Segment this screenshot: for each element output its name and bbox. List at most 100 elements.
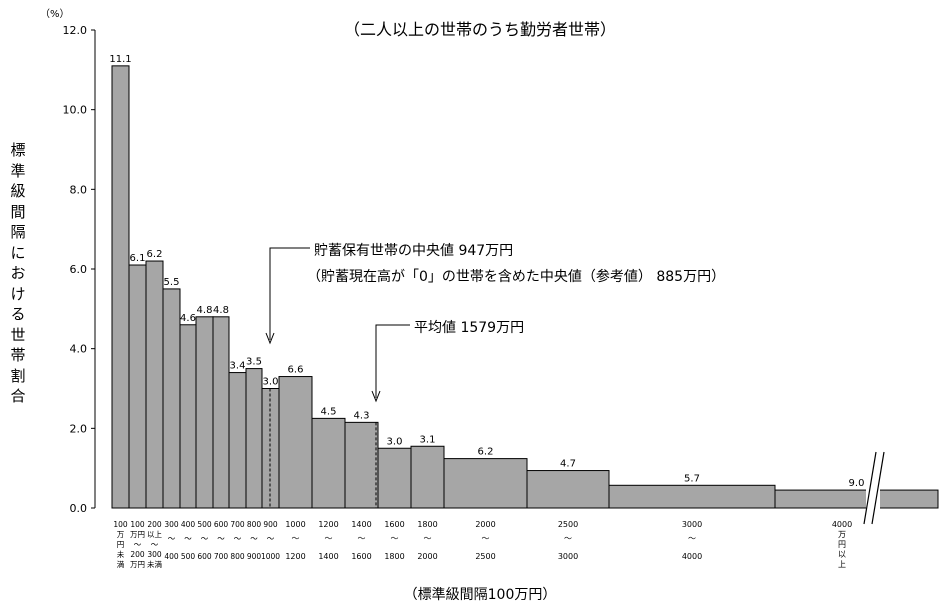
bar-value-label: 4.6 [180, 313, 196, 324]
x-tick-label: 300 [147, 550, 162, 559]
chart-title: （二人以上の世帯のうち勤労者世帯） [343, 20, 616, 39]
x-tick-label: 万円 [130, 560, 145, 569]
x-tick-label: 100 [113, 520, 128, 529]
x-tick-label: 万 [117, 530, 125, 539]
x-tick-label: ～ [234, 534, 242, 543]
x-tick-label: 4000 [832, 520, 852, 529]
bar [245, 368, 263, 509]
y-tick-label: 10.0 [63, 104, 88, 117]
bar-value-label: 4.5 [321, 406, 337, 417]
x-tick-label: 未 [117, 549, 125, 559]
x-tick-label: 2500 [475, 552, 495, 561]
x-tick-label: ～ [134, 540, 142, 549]
x-tick-label: 200 [147, 520, 162, 529]
axis-break-mark [871, 451, 885, 525]
x-tick-label: ～ [201, 534, 209, 543]
x-tick-label: 万円 [130, 530, 145, 539]
x-tick-label: ～ [358, 534, 366, 543]
median-arrow-head [265, 332, 275, 345]
bar-value-label: 11.1 [109, 54, 131, 65]
median-leader-line [269, 247, 310, 340]
y-tick-label: 8.0 [70, 183, 88, 196]
bar [344, 421, 379, 509]
x-tick-label: 4000 [682, 552, 702, 561]
x-tick-label: 1400 [318, 552, 338, 561]
x-tick-label: ～ [424, 534, 432, 543]
bar [228, 372, 247, 509]
x-tick-label: 400 [164, 552, 179, 561]
bar-value-label: 5.5 [164, 277, 180, 288]
bar [179, 324, 197, 509]
x-tick-label: 1600 [351, 552, 371, 561]
x-tick-label: 400 [181, 520, 196, 529]
x-tick-label: ～ [217, 534, 225, 543]
y-tick-label: 4.0 [70, 343, 88, 356]
y-tick-label: 0.0 [70, 502, 88, 515]
x-tick-label: 上 [838, 560, 846, 569]
x-tick-label: 1400 [351, 520, 371, 529]
bar-value-label: 3.0 [263, 377, 279, 388]
bar [212, 316, 230, 509]
x-tick-label: 円 [117, 540, 125, 549]
x-tick-label: 300 [164, 520, 179, 529]
mean-arrow-head [371, 390, 381, 403]
median-annotation-line2: （貯蓄現在高が「0」の世帯を含めた中央値（参考値） 885万円） [307, 269, 726, 285]
x-tick-label: 以 [838, 550, 846, 559]
x-tick-label: 円 [838, 540, 846, 549]
x-tick-label: 満 [117, 560, 125, 569]
x-tick-label: ～ [151, 540, 159, 549]
bar-value-label: 3.0 [387, 436, 403, 447]
x-tick-label: 800 [230, 552, 245, 561]
x-tick-label: 1000 [261, 552, 280, 561]
x-tick-label: 900 [247, 552, 262, 561]
bar [443, 458, 528, 509]
x-tick-label: 2500 [558, 520, 578, 529]
x-tick-label: ～ [267, 534, 275, 543]
x-tick-label: 1800 [384, 552, 404, 561]
x-tick-label: ～ [482, 534, 490, 543]
median-annotation-line1: 貯蓄保有世帯の中央値 947万円 [314, 243, 514, 259]
x-axis-label: （標準級間隔100万円） [403, 587, 557, 603]
x-tick-label: 1600 [384, 520, 404, 529]
x-tick-label: 100 [130, 520, 145, 529]
x-tick-label: 700 [230, 520, 245, 529]
bar-value-label: 6.2 [478, 447, 494, 458]
x-tick-label: 3000 [558, 552, 578, 561]
x-tick-label: 2000 [475, 520, 495, 529]
x-tick-label: 1000 [285, 520, 305, 529]
x-tick-label: 500 [197, 520, 212, 529]
x-tick-label: ～ [325, 534, 333, 543]
bar [774, 489, 939, 509]
bar [278, 376, 313, 509]
bar [111, 65, 130, 509]
x-tick-label: 万 [838, 530, 846, 539]
x-tick-label: 以上 [147, 530, 162, 539]
bar-value-label: 9.0 [849, 478, 865, 489]
x-tick-label: 200 [130, 550, 145, 559]
bar [526, 470, 610, 509]
bar-value-label: 6.6 [288, 365, 304, 376]
x-tick-label: 1200 [285, 552, 305, 561]
bar-value-label: 3.4 [230, 361, 246, 372]
x-tick-label: ～ [564, 534, 572, 543]
x-tick-label: 900 [263, 520, 278, 529]
bar-value-label: 4.8 [213, 305, 229, 316]
bar [162, 288, 181, 509]
y-tick-label: 12.0 [63, 24, 88, 37]
y-unit-label: （%） [40, 9, 70, 20]
y-axis-label: 標準級間隔における世帯割合 [10, 141, 26, 405]
bar-value-label: 6.2 [147, 249, 163, 260]
bar-value-label: 3.1 [420, 434, 436, 445]
bar [145, 260, 164, 509]
x-tick-label: ～ [184, 534, 192, 543]
bar-value-label: 3.5 [246, 357, 262, 368]
x-tick-label: 600 [197, 552, 212, 561]
y-tick-label: 6.0 [70, 263, 88, 276]
bar-value-label: 4.7 [560, 459, 576, 470]
x-tick-label: 500 [181, 552, 196, 561]
x-tick-label: 3000 [682, 520, 702, 529]
x-tick-label: ～ [688, 534, 696, 543]
x-tick-label: ～ [292, 534, 300, 543]
